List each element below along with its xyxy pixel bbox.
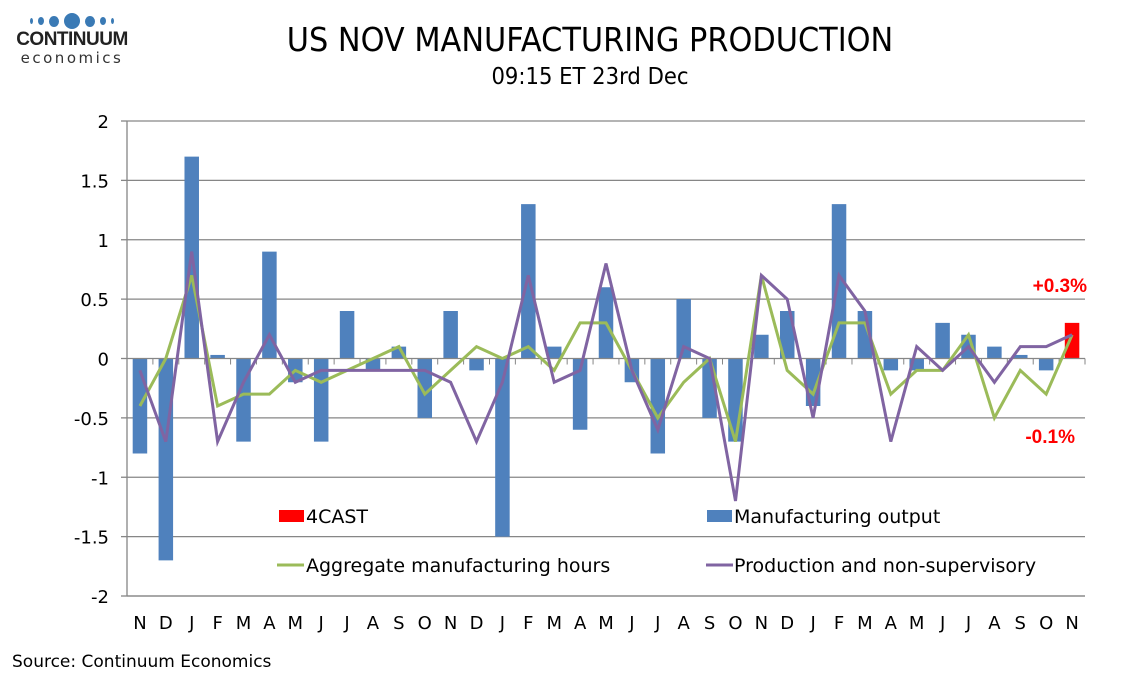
y-tick-label: -0.5	[74, 409, 109, 430]
x-tick-label: S	[393, 613, 404, 634]
y-tick-label: -2	[91, 587, 109, 608]
y-tick-label: 2	[98, 112, 109, 133]
chart-title: US NOV MANUFACTURING PRODUCTION	[286, 20, 894, 59]
bar-manufacturing-output	[883, 358, 899, 371]
legend-swatch-4cast	[279, 510, 304, 522]
y-tick-label: -1.5	[74, 528, 109, 549]
bar-manufacturing-output	[210, 354, 225, 359]
x-tick-label: M	[546, 613, 562, 634]
legend-label-4cast: 4CAST	[306, 506, 368, 528]
x-tick-label: N	[755, 613, 768, 634]
legend-label-manufacturing-output: Manufacturing output	[734, 506, 940, 528]
y-tick-label: 0	[98, 350, 109, 371]
line-series	[138, 251, 1074, 502]
x-tick-label: J	[628, 613, 634, 634]
x-tick-label: J	[318, 613, 324, 634]
bar-manufacturing-output	[495, 358, 510, 537]
legend: 4CAST Manufacturing output Aggregate man…	[277, 506, 1036, 577]
annotation-last-actual: -0.1%	[1025, 427, 1075, 448]
x-tick-label: A	[367, 613, 380, 634]
x-tick-label: M	[236, 613, 252, 634]
bar-manufacturing-output	[469, 358, 484, 371]
bar-manufacturing-output	[339, 311, 355, 359]
bar-manufacturing-output	[443, 311, 458, 359]
x-tick-label: D	[470, 613, 484, 634]
x-tick-label: S	[1015, 613, 1026, 634]
bar-manufacturing-output	[262, 251, 277, 359]
bar-manufacturing-output	[754, 334, 769, 359]
line-aggregate-hours	[138, 274, 1074, 443]
bar-manufacturing-output	[572, 358, 588, 430]
logo-dots-icon	[12, 13, 132, 29]
x-tick-label: J	[654, 613, 660, 634]
x-tick-label: J	[188, 613, 194, 634]
x-tick-label: F	[523, 613, 533, 634]
y-tick-label: -1	[91, 468, 109, 489]
bar-manufacturing-output	[546, 346, 562, 359]
line-production-nonsupervisory	[138, 251, 1073, 502]
x-tick-label: J	[499, 613, 505, 634]
x-tick-label: M	[288, 613, 304, 634]
bar-manufacturing-output	[158, 358, 174, 561]
chart-subtitle: 09:15 ET 23rd Dec	[491, 64, 689, 90]
x-tick-label: N	[444, 613, 457, 634]
y-tick-label: 0.5	[80, 290, 109, 311]
bar-manufacturing-output	[909, 358, 924, 371]
bar-manufacturing-output	[650, 358, 666, 454]
legend-label-aggregate-hours: Aggregate manufacturing hours	[306, 555, 610, 577]
x-tick-label: A	[885, 613, 898, 634]
x-tick-label: A	[988, 613, 1001, 634]
y-tick-label: 1	[98, 231, 109, 252]
bar-manufacturing-output	[365, 358, 381, 371]
annotation-forecast: +0.3%	[1033, 276, 1088, 297]
annotations: +0.3% -0.1%	[1025, 276, 1087, 448]
x-tick-label: D	[159, 613, 173, 634]
logo-name: CONTINUUM	[16, 29, 128, 50]
x-tick-label: J	[809, 613, 815, 634]
bar-manufacturing-output	[987, 346, 1002, 359]
x-tick-label: O	[728, 613, 742, 634]
bar-manufacturing-output	[1038, 358, 1054, 371]
logo-subtitle: economics	[20, 49, 124, 67]
x-tick-label: S	[704, 613, 715, 634]
y-tick-label: 1.5	[80, 171, 109, 192]
brand-logo: CONTINUUM economics	[12, 13, 132, 67]
bar-manufacturing-output	[935, 322, 950, 359]
legend-swatch-manufacturing-output	[707, 510, 732, 522]
x-tick-label: J	[965, 613, 971, 634]
x-tick-label: N	[133, 613, 146, 634]
x-tick-label: O	[418, 613, 432, 634]
bar-manufacturing-output	[676, 299, 691, 359]
x-tick-label: M	[598, 613, 614, 634]
bar-4cast	[1064, 322, 1080, 359]
x-tick-label: D	[780, 613, 794, 634]
x-tick-label: J	[939, 613, 945, 634]
x-tick-label: A	[574, 613, 587, 634]
bar-manufacturing-output	[236, 358, 251, 442]
x-tick-label: J	[343, 613, 349, 634]
x-tick-label: F	[212, 613, 222, 634]
x-tick-label: M	[857, 613, 873, 634]
x-tick-label: F	[834, 613, 844, 634]
x-tick-label: A	[678, 613, 691, 634]
y-axis: 2 1.5 1 0.5 0 -0.5 -1 -1.5 -2	[74, 112, 128, 608]
source-note: Source: Continuum Economics	[12, 652, 272, 672]
legend-label-production-nonsupervisory: Production and non-supervisory	[734, 555, 1036, 577]
bar-manufacturing-output	[1013, 354, 1028, 359]
bar-manufacturing-output	[391, 346, 407, 359]
x-tick-label: N	[1065, 613, 1078, 634]
x-tick-label: O	[1039, 613, 1053, 634]
x-tick-label: M	[909, 613, 925, 634]
x-tick-label: A	[263, 613, 276, 634]
